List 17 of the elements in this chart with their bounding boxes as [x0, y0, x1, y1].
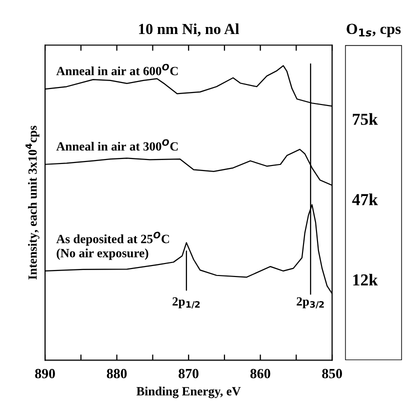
y-axis-title: Intensity, each unit 3x10$^{4}$cps: [26, 126, 40, 280]
legend-label: Anneal in air at 600$^{O}$C: [56, 64, 178, 76]
x-tick-label: 890: [35, 368, 55, 378]
chart-title: 10 nm Ni, no Al: [139, 23, 240, 36]
ref-line-label: 2p$_{3/2}$: [296, 297, 324, 308]
x-tick-label: 880: [106, 368, 127, 378]
text: 12k: [353, 274, 378, 286]
x-tick-label: 870: [178, 368, 198, 378]
x-axis-title: Binding Energy, eV: [136, 386, 241, 398]
x-tick-label: 850: [322, 368, 342, 378]
text: O$_{1s}$, cps: [346, 24, 401, 38]
annotation: 2p$_{1/2}$: [172, 297, 200, 308]
text: 47k: [352, 194, 378, 206]
text: 75k: [352, 113, 378, 125]
series-label: As deposited at 25$^{O}$C (No air exposure): [56, 232, 170, 260]
series-label: Anneal in air at 300$^{O}$C: [56, 139, 178, 151]
x-tick-label: 860: [250, 368, 270, 378]
